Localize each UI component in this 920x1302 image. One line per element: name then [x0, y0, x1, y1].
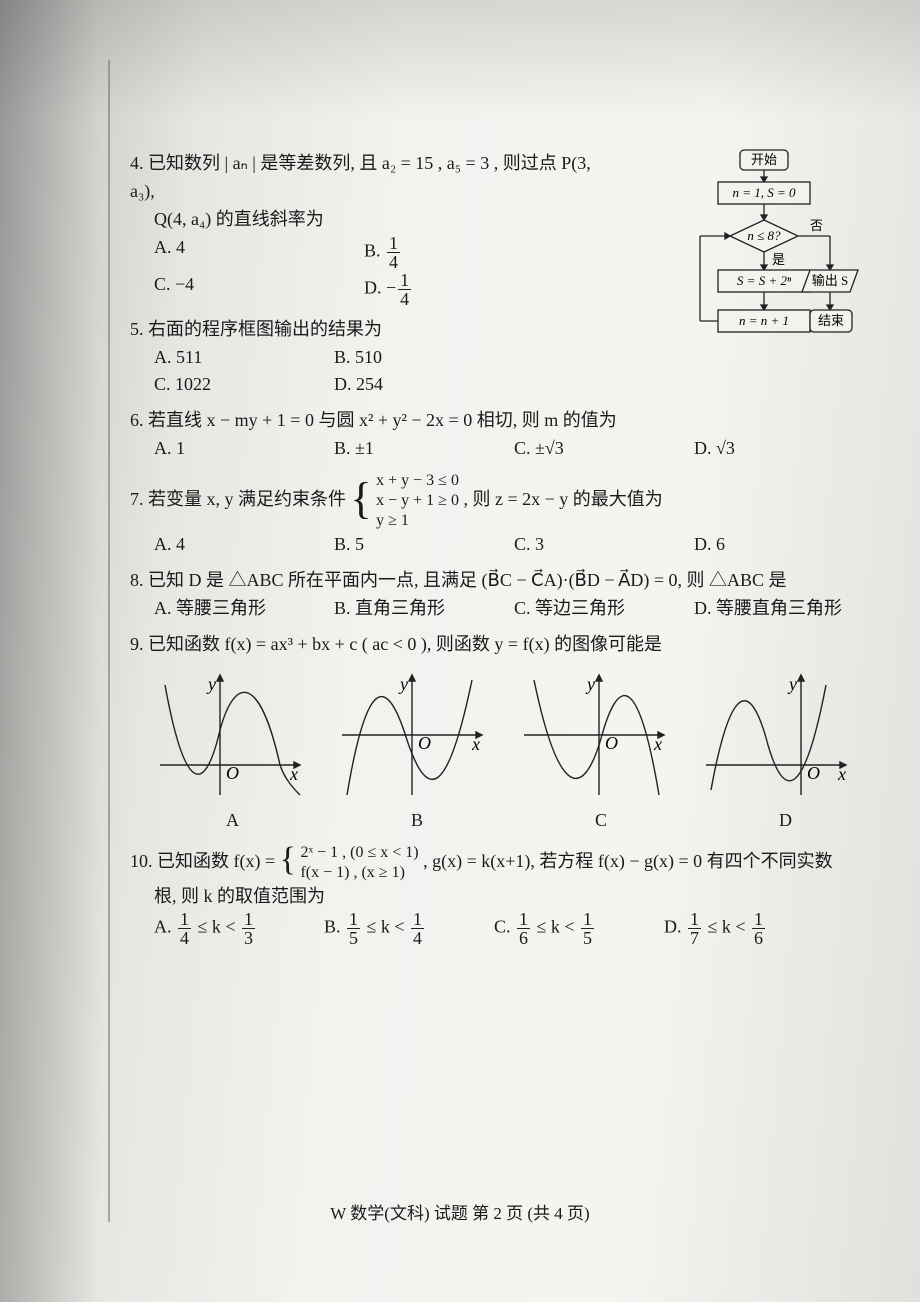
- q6-D: D. √3: [694, 435, 834, 463]
- q4-line1: 4. 已知数列 | aₙ | 是等差数列, 且 a₂ = 15 , a₅ = 3…: [130, 150, 610, 206]
- q9-C: C: [595, 807, 607, 835]
- q4-D: D. −14: [364, 271, 534, 308]
- q6-prompt: 6. 若直线 x − my + 1 = 0 与圆 x² + y² − 2x = …: [130, 407, 860, 435]
- question-8: 8. 已知 D 是 △ABC 所在平面内一点, 且满足 (B⃗C − C⃗A)·…: [130, 567, 860, 623]
- svg-text:x: x: [653, 734, 662, 754]
- svg-text:O: O: [605, 733, 618, 753]
- q8-A: A. 等腰三角形: [154, 595, 294, 623]
- left-margin-rule: [108, 60, 110, 1222]
- q7-post: , 则 z = 2x − y 的最大值为: [463, 489, 662, 509]
- q8-prompt: 8. 已知 D 是 △ABC 所在平面内一点, 且满足 (B⃗C − C⃗A)·…: [130, 567, 860, 595]
- q5-C: C. 1022: [154, 371, 294, 399]
- q10-sys1: 2ˣ − 1 , (0 ≤ x < 1): [300, 843, 418, 863]
- q8-D: D. 等腰直角三角形: [694, 595, 842, 623]
- shade-top: [0, 0, 920, 120]
- q7-A: A. 4: [154, 531, 294, 559]
- q4-B: B. 14: [364, 234, 534, 271]
- question-4: 4. 已知数列 | aₙ | 是等差数列, 且 a₂ = 15 , a₅ = 3…: [130, 150, 610, 308]
- q9-B: B: [411, 807, 423, 835]
- svg-text:O: O: [418, 733, 431, 753]
- page-footer: W 数学(文科) 试题 第 2 页 (共 4 页): [0, 1199, 920, 1224]
- q7-B: B. 5: [334, 531, 474, 559]
- q9-prompt: 9. 已知函数 f(x) = ax³ + bx + c ( ac < 0 ), …: [130, 631, 860, 659]
- brace-icon: {: [351, 486, 372, 512]
- q7-D: D. 6: [694, 531, 834, 559]
- svg-text:O: O: [807, 763, 820, 783]
- exam-page: 开始 n = 1, S = 0 n ≤ 8? 是 否 S = S + 2ⁿ 输出…: [0, 0, 920, 1302]
- q4-A: A. 4: [154, 234, 324, 271]
- q7-sys3: y ≥ 1: [376, 511, 459, 531]
- svg-text:x: x: [837, 764, 846, 784]
- q5-D: D. 254: [334, 371, 474, 399]
- q10-D: D. 17 ≤ k < 16: [664, 910, 804, 947]
- brace-icon: {: [280, 850, 296, 870]
- svg-text:y: y: [787, 674, 797, 694]
- q10-C: C. 16 ≤ k < 15: [494, 910, 634, 947]
- q10-pre: 10. 已知函数 f(x) =: [130, 851, 275, 871]
- svg-text:y: y: [398, 674, 408, 694]
- questions: 4. 已知数列 | aₙ | 是等差数列, 且 a₂ = 15 , a₅ = 3…: [130, 150, 860, 955]
- q8-C: C. 等边三角形: [514, 595, 654, 623]
- q10-sys2: f(x − 1) , (x ≥ 1): [300, 863, 418, 883]
- graph-B: y x O: [332, 665, 492, 805]
- q6-C: C. ±√3: [514, 435, 654, 463]
- question-7: 7. 若变量 x, y 满足约束条件 { x + y − 3 ≤ 0 x − y…: [130, 471, 860, 559]
- graph-C: y x O: [514, 665, 674, 805]
- q4-line2: Q(4, a₄) 的直线斜率为: [130, 206, 610, 234]
- q6-A: A. 1: [154, 435, 294, 463]
- q5-B: B. 510: [334, 344, 474, 372]
- q5-prompt: 5. 右面的程序框图输出的结果为: [130, 316, 570, 344]
- question-10: 10. 已知函数 f(x) = { 2ˣ − 1 , (0 ≤ x < 1) f…: [130, 843, 860, 948]
- q6-B: B. ±1: [334, 435, 474, 463]
- q7-C: C. 3: [514, 531, 654, 559]
- question-9: 9. 已知函数 f(x) = ax³ + bx + c ( ac < 0 ), …: [130, 631, 860, 835]
- q8-B: B. 直角三角形: [334, 595, 474, 623]
- graph-A: y x O: [150, 665, 310, 805]
- question-5: 5. 右面的程序框图输出的结果为 A. 511 B. 510 C. 1022 D…: [130, 316, 570, 400]
- q9-A: A: [226, 807, 239, 835]
- q5-A: A. 511: [154, 344, 294, 372]
- q10-B: B. 15 ≤ k < 14: [324, 910, 464, 947]
- q4-C: C. −4: [154, 271, 324, 308]
- q10-mid: , g(x) = k(x+1), 若方程 f(x) − g(x) = 0 有四个…: [423, 851, 833, 871]
- svg-text:x: x: [289, 764, 298, 784]
- shade-left: [0, 0, 100, 1302]
- question-6: 6. 若直线 x − my + 1 = 0 与圆 x² + y² − 2x = …: [130, 407, 860, 463]
- q10-line2: 根, 则 k 的取值范围为: [130, 883, 860, 911]
- q7-sys2: x − y + 1 ≥ 0: [376, 491, 459, 511]
- svg-text:y: y: [206, 674, 216, 694]
- svg-text:x: x: [471, 734, 480, 754]
- svg-text:O: O: [226, 763, 239, 783]
- q9-D: D: [779, 807, 792, 835]
- q7-pre: 7. 若变量 x, y 满足约束条件: [130, 489, 346, 509]
- svg-text:y: y: [585, 674, 595, 694]
- q7-sys1: x + y − 3 ≤ 0: [376, 471, 459, 491]
- q10-A: A. 14 ≤ k < 13: [154, 910, 294, 947]
- graph-D: y x O: [696, 665, 856, 805]
- q9-graphs: y x O y x O: [130, 665, 860, 805]
